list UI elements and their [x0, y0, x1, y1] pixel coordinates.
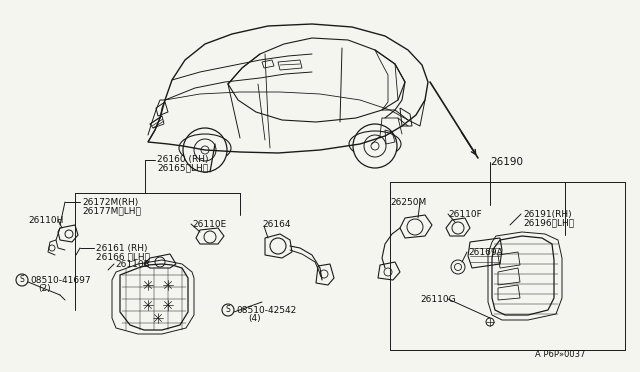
Text: (2): (2) [38, 284, 51, 293]
Text: 26250M: 26250M [390, 198, 426, 207]
Text: S: S [226, 305, 230, 314]
Text: 26110B: 26110B [115, 260, 150, 269]
Text: 08510-42542: 08510-42542 [236, 306, 296, 315]
Text: A P6P»0037: A P6P»0037 [535, 350, 586, 359]
Text: 26172M(RH): 26172M(RH) [82, 198, 138, 207]
Text: 26161 (RH): 26161 (RH) [96, 244, 147, 253]
Text: 26110E: 26110E [192, 220, 227, 229]
Text: S: S [20, 276, 24, 285]
Text: 26191(RH): 26191(RH) [523, 210, 572, 219]
Text: 26165〈LH〉: 26165〈LH〉 [157, 163, 208, 172]
Text: 26169A: 26169A [468, 248, 503, 257]
Text: 26177M〈LH〉: 26177M〈LH〉 [82, 206, 141, 215]
Text: 26164: 26164 [262, 220, 291, 229]
Text: 26110F: 26110F [448, 210, 482, 219]
Text: 26110G: 26110G [420, 295, 456, 304]
Text: 08510-41697: 08510-41697 [30, 276, 91, 285]
Text: (4): (4) [248, 314, 260, 323]
Text: 26196〈LH〉: 26196〈LH〉 [523, 218, 574, 227]
Text: 26160 (RH): 26160 (RH) [157, 155, 209, 164]
Text: 26110H: 26110H [28, 216, 63, 225]
Text: 26190: 26190 [490, 157, 523, 167]
Text: 26166 〈LH〉: 26166 〈LH〉 [96, 252, 150, 261]
